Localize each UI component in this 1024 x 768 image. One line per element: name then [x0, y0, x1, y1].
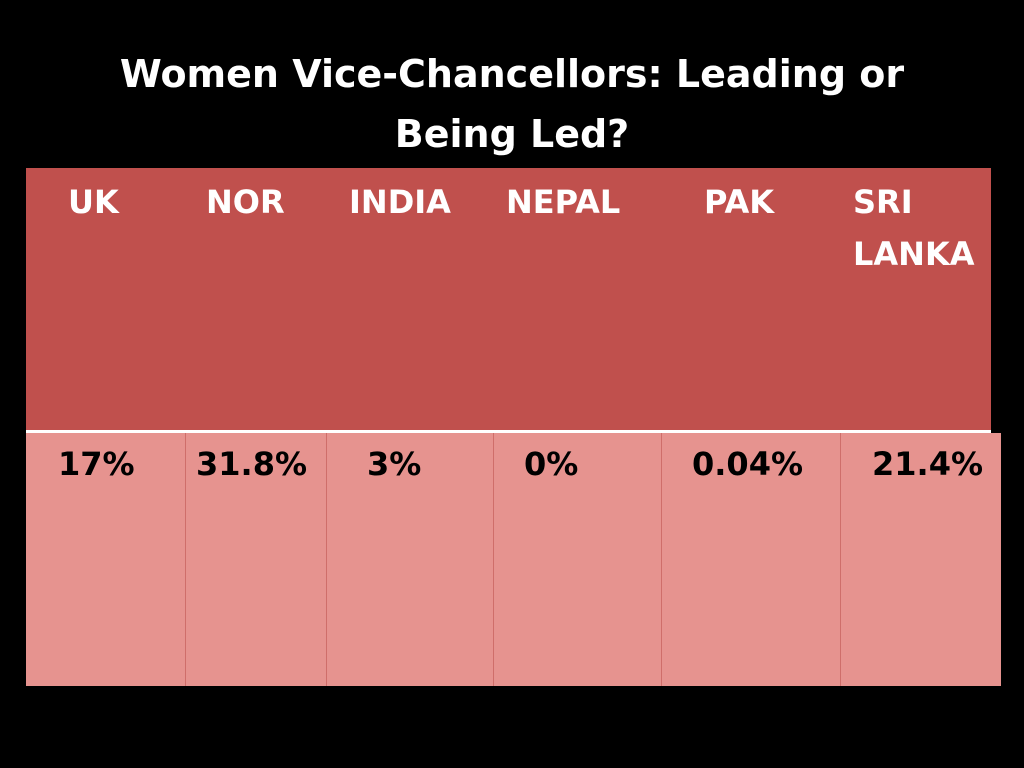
slide-title-line-2: Being Led?	[394, 112, 630, 156]
statistics-table: UK NOR INDIA NEPAL PAK SRI LANKA 17% 31.…	[26, 168, 1001, 686]
value-cell-uk: 17%	[26, 433, 186, 686]
slide-title: Women Vice-Chancellors: Leading or Being…	[60, 44, 964, 164]
value-cell-nepal: 0%	[494, 433, 662, 686]
header-cell-sri-lanka: SRI LANKA	[841, 168, 991, 433]
value-cell-sri-lanka: 21.4%	[841, 433, 1001, 686]
header-cell-nor: NOR	[186, 168, 327, 433]
header-cell-nepal: NEPAL	[494, 168, 662, 433]
header-cell-pak: PAK	[662, 168, 841, 433]
value-cell-nor: 31.8%	[186, 433, 327, 686]
header-cell-uk: UK	[26, 168, 186, 433]
header-cell-india: INDIA	[327, 168, 494, 433]
slide-title-line-1: Women Vice-Chancellors: Leading or	[119, 52, 905, 96]
value-cell-pak: 0.04%	[662, 433, 841, 686]
value-cell-india: 3%	[327, 433, 494, 686]
